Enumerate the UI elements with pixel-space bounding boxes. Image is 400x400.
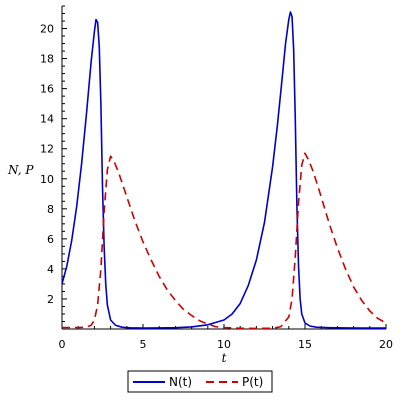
x-tick-label: 0 bbox=[59, 338, 66, 351]
series-line-0 bbox=[61, 11, 386, 329]
x-tick-label: 5 bbox=[140, 338, 147, 351]
x-tick-label: 20 bbox=[379, 338, 393, 351]
y-tick-label: 2 bbox=[47, 293, 54, 306]
legend-label-p: P(t) bbox=[242, 375, 263, 389]
axis-labels: N, P t bbox=[7, 163, 227, 365]
x-tick-label: 10 bbox=[217, 338, 231, 351]
y-tick-label: 10 bbox=[40, 173, 54, 186]
legend-label-n: N(t) bbox=[169, 375, 192, 389]
x-tick-label: 15 bbox=[298, 338, 312, 351]
y-tick-label: 12 bbox=[40, 143, 54, 156]
axes: 0 5 10 15 20 2 4 6 8 10 12 14 16 18 20 bbox=[40, 5, 393, 351]
y-tick-label: 18 bbox=[40, 53, 54, 66]
y-tick-label: 14 bbox=[40, 113, 54, 126]
y-tick-label: 20 bbox=[40, 23, 54, 36]
y-tick-label: 6 bbox=[47, 233, 54, 246]
x-axis-title: t bbox=[222, 351, 227, 365]
series-layer bbox=[61, 11, 387, 330]
legend-box bbox=[127, 370, 273, 393]
y-tick-label: 16 bbox=[40, 83, 54, 96]
legend: N(t) P(t) bbox=[127, 370, 273, 393]
y-tick-label: 4 bbox=[47, 263, 54, 276]
series-line-1 bbox=[62, 152, 387, 330]
y-tick-label: 8 bbox=[47, 203, 54, 216]
y-axis-title: N, P bbox=[7, 163, 34, 177]
